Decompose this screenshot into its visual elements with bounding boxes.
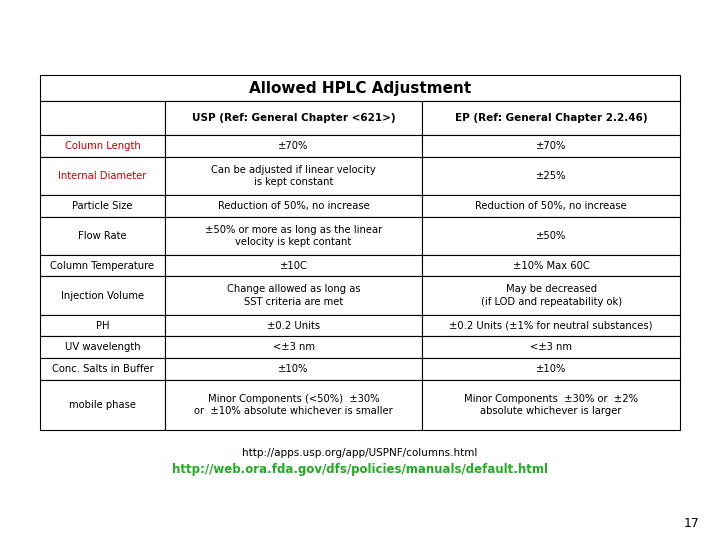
Text: ±10C: ±10C: [279, 261, 307, 271]
Bar: [423, 195, 680, 217]
Bar: [165, 102, 423, 135]
Bar: [40, 358, 165, 380]
Text: Particle Size: Particle Size: [72, 201, 132, 211]
Bar: [165, 217, 423, 255]
Text: ±50%: ±50%: [536, 231, 567, 241]
Text: ±25%: ±25%: [536, 171, 567, 181]
Text: ±70%: ±70%: [536, 141, 567, 151]
Bar: [165, 276, 423, 315]
Text: PH: PH: [96, 321, 109, 330]
Text: USP (Ref: General Chapter <621>): USP (Ref: General Chapter <621>): [192, 113, 395, 123]
Bar: [423, 217, 680, 255]
Text: mobile phase: mobile phase: [69, 400, 136, 410]
Text: Internal Diameter: Internal Diameter: [58, 171, 147, 181]
Text: Can be adjusted if linear velocity
is kept constant: Can be adjusted if linear velocity is ke…: [211, 165, 376, 187]
Bar: [423, 135, 680, 157]
Text: May be decreased
(if LOD and repeatability ok): May be decreased (if LOD and repeatabili…: [481, 285, 622, 307]
Text: http://apps.usp.org/app/USPNF/columns.html: http://apps.usp.org/app/USPNF/columns.ht…: [243, 448, 477, 458]
Text: Reduction of 50%, no increase: Reduction of 50%, no increase: [475, 201, 627, 211]
Text: ±10%: ±10%: [536, 364, 567, 374]
Text: Flow Rate: Flow Rate: [78, 231, 127, 241]
Bar: [40, 380, 165, 430]
Bar: [165, 255, 423, 276]
Bar: [40, 336, 165, 358]
Text: Injection Volume: Injection Volume: [60, 291, 144, 301]
Bar: [165, 358, 423, 380]
Text: ±10% Max 60C: ±10% Max 60C: [513, 261, 590, 271]
Bar: [423, 255, 680, 276]
Bar: [165, 157, 423, 195]
Text: 17: 17: [684, 517, 700, 530]
Bar: [40, 75, 680, 102]
Text: ±50% or more as long as the linear
velocity is kept contant: ±50% or more as long as the linear veloc…: [205, 225, 382, 247]
Text: Column Temperature: Column Temperature: [50, 261, 155, 271]
Bar: [40, 157, 165, 195]
Text: UV wavelength: UV wavelength: [65, 342, 140, 352]
Bar: [423, 336, 680, 358]
Text: Column Length: Column Length: [65, 141, 140, 151]
Text: ±0.2 Units (±1% for neutral substances): ±0.2 Units (±1% for neutral substances): [449, 321, 653, 330]
Text: ±10%: ±10%: [279, 364, 309, 374]
Bar: [423, 157, 680, 195]
Text: Reduction of 50%, no increase: Reduction of 50%, no increase: [217, 201, 369, 211]
Text: Minor Components (<50%)  ±30%
or  ±10% absolute whichever is smaller: Minor Components (<50%) ±30% or ±10% abs…: [194, 394, 393, 416]
Bar: [40, 102, 165, 135]
Text: Minor Components  ±30% or  ±2%
absolute whichever is larger: Minor Components ±30% or ±2% absolute wh…: [464, 394, 638, 416]
Bar: [40, 315, 165, 336]
Text: <±3 nm: <±3 nm: [273, 342, 315, 352]
Bar: [40, 217, 165, 255]
Text: EP (Ref: General Chapter 2.2.46): EP (Ref: General Chapter 2.2.46): [455, 113, 647, 123]
Text: Conc. Salts in Buffer: Conc. Salts in Buffer: [52, 364, 153, 374]
Bar: [423, 276, 680, 315]
Text: Change allowed as long as
SST criteria are met: Change allowed as long as SST criteria a…: [227, 285, 361, 307]
Bar: [423, 315, 680, 336]
Bar: [40, 276, 165, 315]
Bar: [165, 336, 423, 358]
Bar: [40, 195, 165, 217]
Bar: [165, 195, 423, 217]
Text: ±70%: ±70%: [279, 141, 309, 151]
Bar: [40, 135, 165, 157]
Bar: [165, 135, 423, 157]
Text: http://web.ora.fda.gov/dfs/policies/manuals/default.html: http://web.ora.fda.gov/dfs/policies/manu…: [172, 463, 548, 476]
Bar: [423, 358, 680, 380]
Text: <±3 nm: <±3 nm: [530, 342, 572, 352]
Bar: [40, 255, 165, 276]
Bar: [423, 102, 680, 135]
Bar: [165, 315, 423, 336]
Bar: [165, 380, 423, 430]
Bar: [423, 380, 680, 430]
Text: ±0.2 Units: ±0.2 Units: [267, 321, 320, 330]
Text: Allowed HPLC Adjustment: Allowed HPLC Adjustment: [249, 80, 471, 96]
